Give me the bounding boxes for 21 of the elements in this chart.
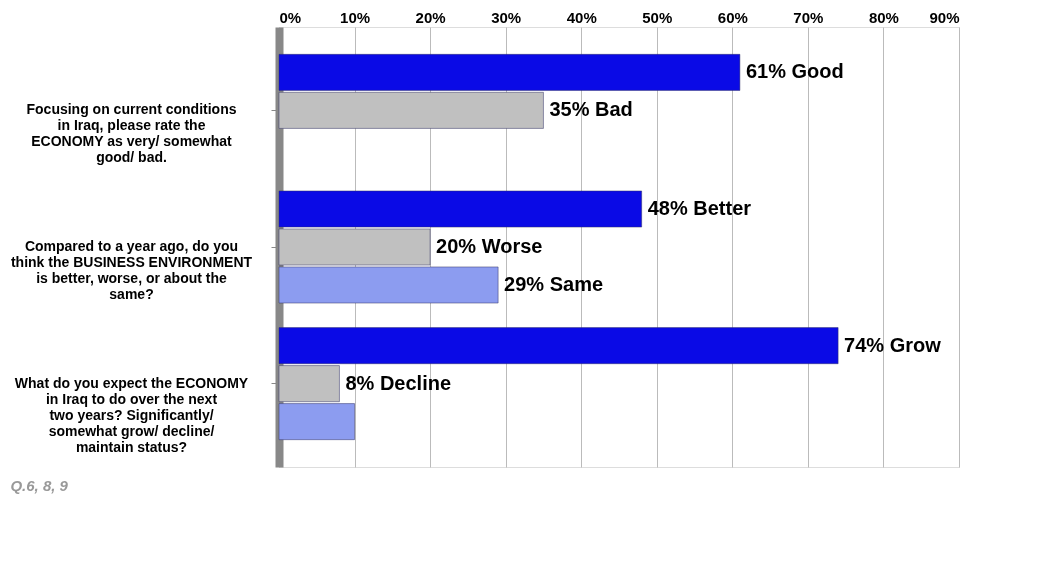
data-label: 61% Good [745,60,844,83]
y-tick-label: What do you expect the ECONOMY in Iraq to do over the next two years? Significantly/ somewhat grow/ decline/ maintain status? [14,374,249,455]
x-tick-label: 20% [415,8,446,26]
data-label: 20% Worse [436,235,543,257]
x-tick-label: 40% [566,8,597,26]
text: Q.6, 8, 9 [10,477,69,494]
data-label: 8% Decline [345,371,452,394]
x-tick-label: 30% [491,8,522,26]
x-tick-label: 10% [340,8,371,26]
x-tick-label: 70% [793,8,824,26]
x-tick-label: 60% [717,8,748,26]
data-label: 29% Same [504,272,604,295]
y-tick-label: Focusing on current conditions in Iraq, please rate the ECONOMY as very/ somewhat good/ bad. [26,101,237,166]
y-tick-label: Compared to a year ago, do you think the BUSINESS ENVIRONMENT is better, worse, or about the same? [10,238,253,302]
data-label: 74% Grow [844,333,942,356]
x-tick-label: 0% [279,8,302,26]
data-label: 35% Bad [549,98,633,121]
data-label: 48% Better [647,197,752,220]
x-tick-label: 90% [929,8,960,26]
x-tick-label: 80% [868,8,899,26]
x-tick-label: 50% [642,8,673,26]
